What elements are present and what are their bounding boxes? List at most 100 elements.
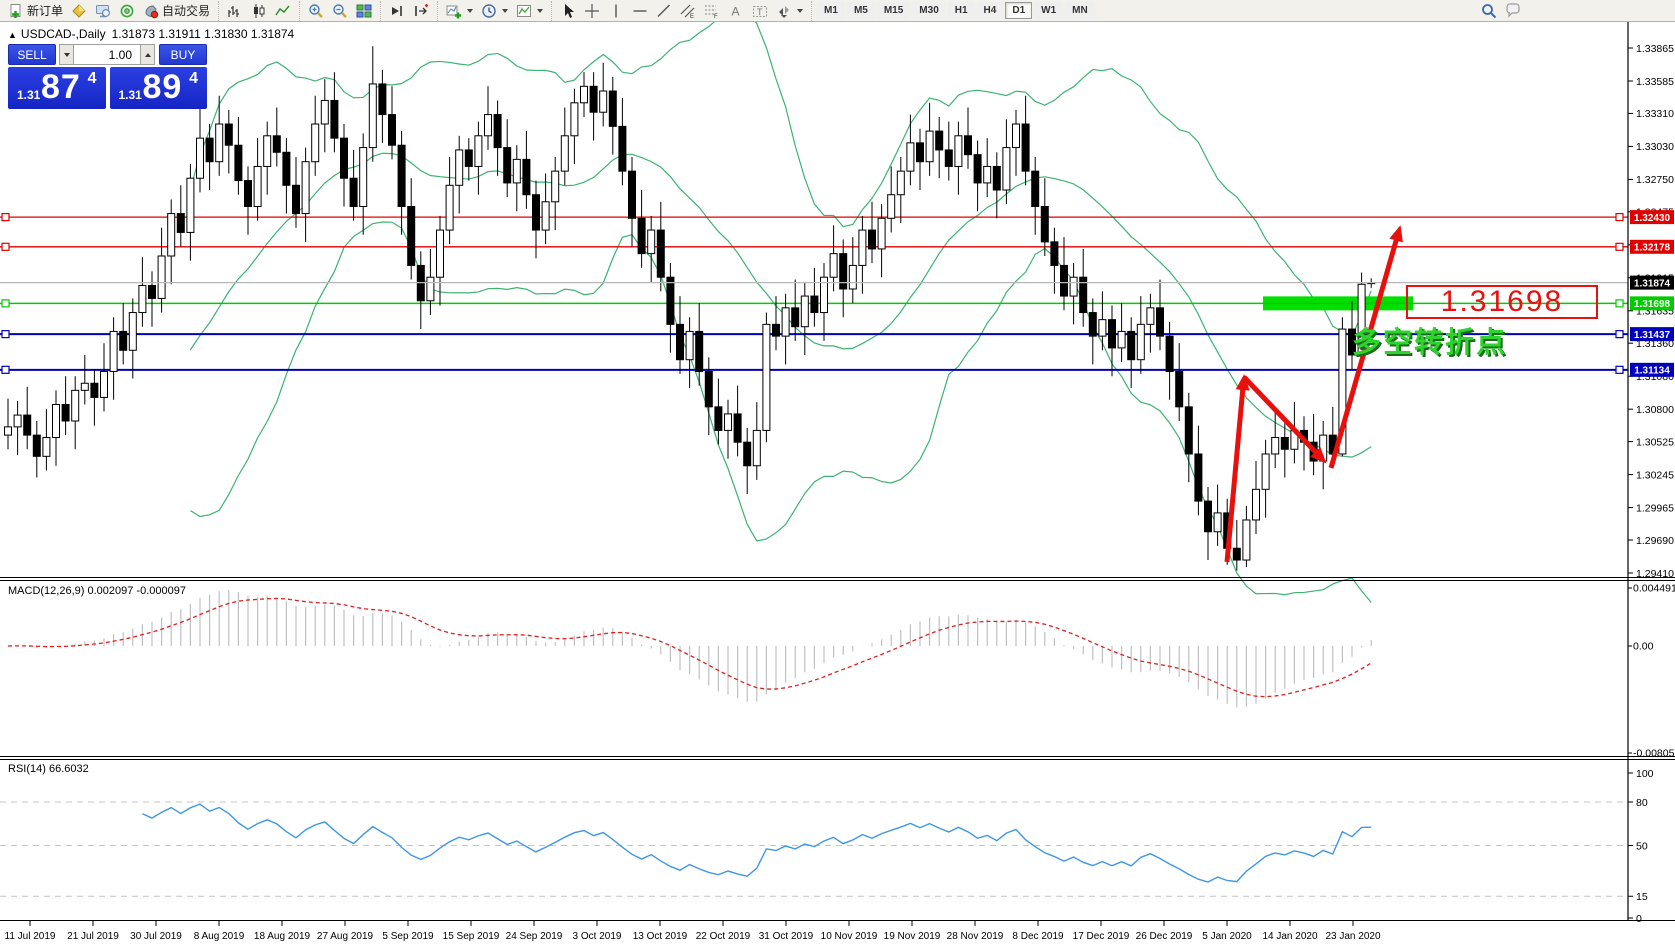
candle-bullish bbox=[1002, 147, 1011, 191]
overlays-layer[interactable] bbox=[0, 225, 1628, 563]
candle-bearish bbox=[1175, 370, 1184, 408]
zoom-in-icon bbox=[309, 3, 323, 18]
tile-windows-button[interactable] bbox=[352, 1, 376, 21]
candle-bearish bbox=[1050, 241, 1059, 266]
line-handle[interactable] bbox=[1615, 365, 1624, 374]
fibonacci-tool-button[interactable]: F bbox=[700, 1, 724, 21]
timeframe-w1-button[interactable]: W1 bbox=[1034, 2, 1064, 19]
horizontal-line-tool-button[interactable] bbox=[628, 1, 652, 21]
candle-bullish bbox=[512, 158, 521, 184]
candle-bullish bbox=[1213, 512, 1222, 533]
timeframe-m1-button[interactable]: M1 bbox=[817, 2, 845, 19]
periods-button[interactable] bbox=[477, 1, 512, 21]
new-order-label: 新订单 bbox=[27, 4, 64, 18]
turning-point-text[interactable]: 多空转折点 bbox=[1352, 327, 1508, 359]
buy-price-prefix: 1.31 bbox=[118, 88, 142, 102]
vertical-line-tool-button[interactable] bbox=[604, 1, 628, 21]
trend-arrow-head[interactable] bbox=[1310, 447, 1327, 464]
timeframe-mn-button[interactable]: MN bbox=[1065, 2, 1095, 19]
bollinger-lower-line bbox=[190, 221, 1372, 603]
timeframe-d1-button[interactable]: D1 bbox=[1005, 2, 1033, 19]
candle-bearish bbox=[378, 83, 387, 116]
indicators-button[interactable] bbox=[442, 1, 477, 21]
crosshair-tool-button[interactable] bbox=[580, 1, 604, 21]
zoom-in-button[interactable] bbox=[304, 1, 328, 21]
trend-arrow-segment[interactable] bbox=[1242, 375, 1320, 456]
auto-scroll-button[interactable] bbox=[385, 1, 409, 21]
new-order-button[interactable]: 新订单 bbox=[4, 0, 67, 21]
line-handle[interactable] bbox=[1, 299, 10, 308]
auto-trading-button[interactable]: 自动交易 bbox=[139, 0, 214, 21]
candle-bearish bbox=[695, 330, 704, 372]
timeframe-m15-button[interactable]: M15 bbox=[876, 2, 911, 19]
candle-bearish bbox=[1348, 328, 1356, 356]
candle-bullish bbox=[263, 135, 272, 167]
text-label-tool-button[interactable]: T bbox=[748, 1, 772, 21]
volume-input[interactable] bbox=[74, 44, 140, 65]
bollinger-upper-line bbox=[189, 9, 1372, 338]
line-handle[interactable] bbox=[1, 213, 10, 222]
candle-bearish bbox=[205, 137, 214, 163]
candle-bullish bbox=[829, 253, 838, 278]
terminal-button[interactable] bbox=[91, 1, 115, 21]
line-handle[interactable] bbox=[1, 365, 10, 374]
trend-arrow-head[interactable] bbox=[1235, 374, 1250, 391]
timeframe-h4-button[interactable]: H4 bbox=[976, 2, 1004, 19]
volume-increase-button[interactable] bbox=[140, 44, 155, 65]
candle-bullish bbox=[1098, 319, 1107, 337]
zoom-out-button[interactable] bbox=[328, 1, 352, 21]
market-watch-button[interactable] bbox=[67, 1, 91, 21]
cursor-tool-button[interactable] bbox=[556, 1, 580, 21]
axis-price-marker-label: 1.31134 bbox=[1634, 366, 1670, 377]
candle-bullish bbox=[1252, 488, 1260, 521]
candle-bullish bbox=[80, 382, 89, 391]
chart-shift-button[interactable] bbox=[409, 1, 433, 21]
price-tick-label: 1.30525 bbox=[1636, 436, 1674, 448]
trend-arrow-segment[interactable] bbox=[1224, 386, 1246, 563]
sell-button[interactable]: SELL bbox=[8, 44, 56, 65]
bar-chart-mode-button[interactable] bbox=[223, 1, 247, 21]
candle-bearish bbox=[330, 99, 339, 139]
candle-bearish bbox=[32, 434, 41, 457]
line-handle[interactable] bbox=[1615, 299, 1624, 308]
arrows-tool-button[interactable] bbox=[772, 1, 807, 21]
dropdown-arrow-icon bbox=[502, 8, 509, 13]
line-handle[interactable] bbox=[1, 330, 10, 339]
candlestick-mode-button[interactable] bbox=[247, 1, 271, 21]
trendline-tool-button[interactable] bbox=[652, 1, 676, 21]
candle-bullish bbox=[1136, 323, 1145, 361]
candle-bearish bbox=[714, 406, 723, 431]
candle-bearish bbox=[992, 165, 1001, 191]
candle-bullish bbox=[1012, 123, 1020, 149]
buy-price-box[interactable]: 1.31 89 4 bbox=[109, 67, 207, 109]
date-label: 21 Jul 2019 bbox=[67, 931, 119, 942]
candle-bearish bbox=[868, 229, 876, 250]
trend-arrow-head[interactable] bbox=[1389, 225, 1403, 243]
search-button[interactable] bbox=[1477, 1, 1501, 21]
collapse-panel-icon[interactable]: ▲ bbox=[8, 30, 17, 40]
text-tool-button[interactable]: A bbox=[724, 1, 748, 21]
indicators-icon bbox=[446, 5, 462, 18]
price-callout-box[interactable]: 1.31698 bbox=[1406, 285, 1598, 319]
line-chart-mode-button[interactable] bbox=[271, 1, 295, 21]
chat-button[interactable] bbox=[1501, 1, 1525, 21]
channel-tool-button[interactable]: E bbox=[676, 1, 700, 21]
candle-bullish bbox=[781, 307, 790, 337]
buy-button[interactable]: BUY bbox=[159, 44, 207, 65]
timeframe-h1-button[interactable]: H1 bbox=[947, 2, 975, 19]
sell-price-box[interactable]: 1.31 87 4 bbox=[8, 67, 106, 109]
line-handle[interactable] bbox=[1615, 213, 1624, 222]
line-handle[interactable] bbox=[1, 242, 10, 251]
line-handle[interactable] bbox=[1615, 330, 1624, 339]
volume-decrease-button[interactable] bbox=[59, 44, 74, 65]
templates-button[interactable] bbox=[512, 1, 547, 21]
trend-arrow-segment[interactable] bbox=[1328, 236, 1400, 469]
line-handle[interactable] bbox=[1615, 242, 1624, 251]
timeframe-m5-button[interactable]: M5 bbox=[846, 2, 875, 19]
price-tick-label: 1.33310 bbox=[1636, 108, 1674, 120]
macd-panel bbox=[7, 590, 1372, 708]
timeframe-m30-button[interactable]: M30 bbox=[912, 2, 946, 19]
candle-bullish bbox=[13, 414, 22, 428]
signals-button[interactable] bbox=[115, 1, 139, 21]
